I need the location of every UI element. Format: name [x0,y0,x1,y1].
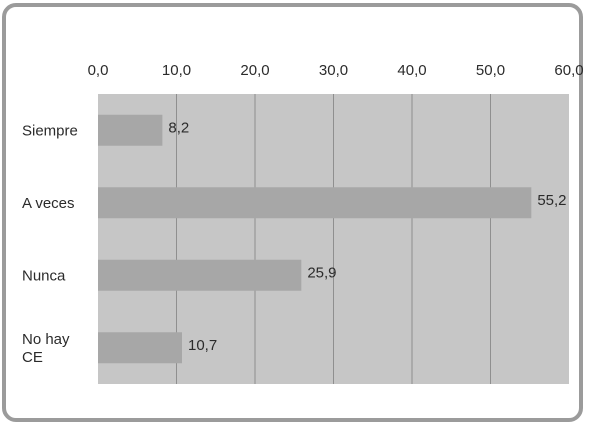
bar [98,187,532,219]
category-label: Siempre [22,122,78,139]
category-label: Nunca [22,267,66,284]
x-tick-label: 10,0 [162,62,191,79]
bars [98,114,532,364]
x-tick-label: 50,0 [476,62,505,79]
data-label: 10,7 [188,337,217,354]
x-tick-label: 60,0 [554,62,583,79]
bar [98,114,163,146]
x-tick-label: 30,0 [319,62,348,79]
data-labels: 8,2 55,2 25,9 10,7 [168,119,566,354]
data-label: 55,2 [537,192,566,209]
data-label: 25,9 [307,264,336,281]
category-label: A veces [22,195,75,212]
x-axis-tick-labels: 0,0 10,0 20,0 30,0 40,0 50,0 60,0 [88,62,584,79]
data-label: 8,2 [168,119,189,136]
grid-lines [176,94,491,384]
x-tick-label: 40,0 [397,62,426,79]
bar [98,332,182,364]
y-axis-category-labels: Siempre A veces Nunca No hay CE [22,122,78,366]
x-tick-label: 0,0 [88,62,109,79]
category-label: No hay CE [22,331,70,366]
x-tick-label: 20,0 [240,62,269,79]
bar [98,259,302,291]
